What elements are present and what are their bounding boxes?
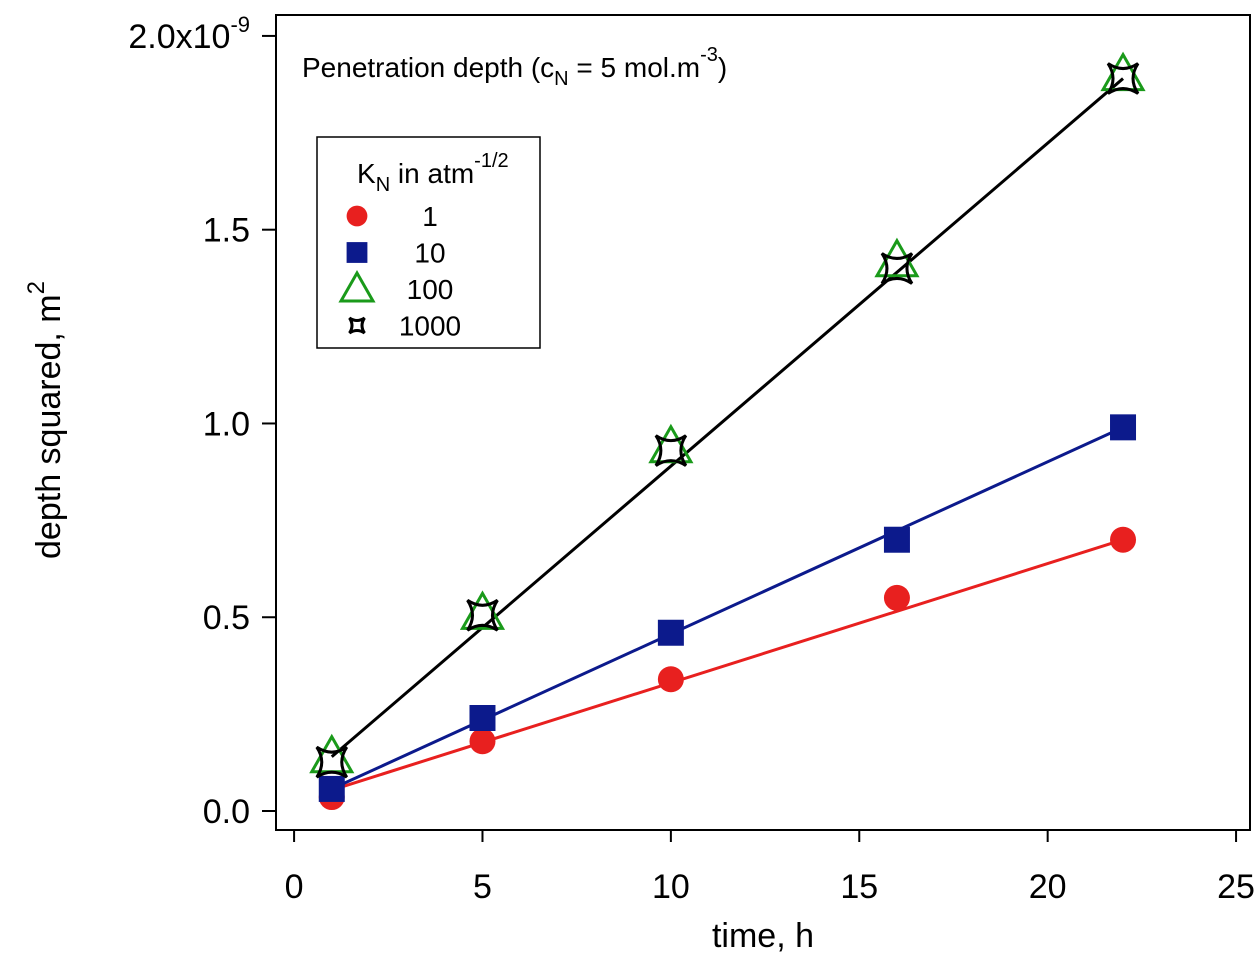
- annotation-text: Penetration depth (c: [302, 52, 554, 83]
- x-tick-label: 25: [1217, 868, 1255, 906]
- y-tick-label-text: 2.0x10: [128, 18, 230, 56]
- marker-circle: [1110, 526, 1137, 553]
- marker-square: [883, 526, 910, 553]
- annotation: Penetration depth (cN = 5 mol.m-3): [302, 44, 727, 90]
- marker-triangle: [874, 237, 920, 278]
- marker-star: [880, 252, 914, 285]
- legend-title-sub: N: [376, 174, 390, 196]
- marker-triangle: [1100, 51, 1146, 92]
- x-tick-label: 20: [1029, 868, 1067, 906]
- marker-star: [1106, 62, 1140, 95]
- legend-title-text: in atm: [390, 158, 474, 189]
- marker-square: [1110, 414, 1137, 441]
- x-tick-label: 15: [840, 868, 878, 906]
- fit-line: [330, 77, 1124, 758]
- fit-line: [331, 425, 1124, 791]
- y-axis-label: depth squared, m2: [23, 281, 68, 559]
- marker-triangle: [459, 590, 506, 630]
- y-tick-label-exp: -9: [230, 12, 250, 37]
- marker-circle: [469, 728, 496, 755]
- marker-circle: [657, 666, 684, 693]
- fit-line: [331, 538, 1124, 792]
- y-axis-label-text: depth squared, m: [30, 294, 68, 559]
- legend-marker: [346, 242, 368, 263]
- legend-title-text: K: [357, 158, 376, 189]
- marker-star: [654, 434, 688, 467]
- annotation-sup: -3: [700, 44, 718, 66]
- y-tick-label: 2.0x10-9: [128, 12, 250, 56]
- legend-title-sup: -1/2: [474, 150, 508, 172]
- y-tick-label: 1.0: [203, 405, 250, 443]
- legend-marker: [338, 269, 376, 303]
- annotation-text: ): [718, 52, 727, 83]
- marker-star: [466, 599, 499, 632]
- annotation-sub: N: [554, 68, 568, 90]
- legend-label: 1: [422, 201, 438, 232]
- marker-circle: [883, 584, 910, 611]
- marker-triangle: [309, 733, 355, 774]
- x-tick-label: 0: [285, 868, 304, 906]
- legend-label: 100: [407, 274, 454, 305]
- y-axis-label-sup: 2: [23, 281, 50, 294]
- y-tick-label: 0.5: [203, 599, 250, 637]
- x-axis-label: time, h: [712, 917, 814, 955]
- marker-triangle: [648, 423, 694, 464]
- marker-star: [315, 745, 349, 779]
- legend-marker: [348, 316, 366, 335]
- x-tick-label: 10: [652, 868, 690, 906]
- marker-square: [657, 619, 684, 646]
- y-tick-label: 0.0: [203, 793, 250, 831]
- x-tick-label: 5: [473, 868, 492, 906]
- y-tick-label: 1.5: [203, 212, 250, 250]
- legend-marker: [346, 205, 368, 227]
- marker-square: [469, 705, 496, 732]
- legend-label: 1000: [399, 311, 461, 342]
- legend-title: KN in atm-1/2: [357, 150, 509, 196]
- annotation-text: = 5 mol.m: [569, 52, 700, 83]
- marker-square: [318, 775, 345, 802]
- legend-label: 10: [414, 238, 445, 269]
